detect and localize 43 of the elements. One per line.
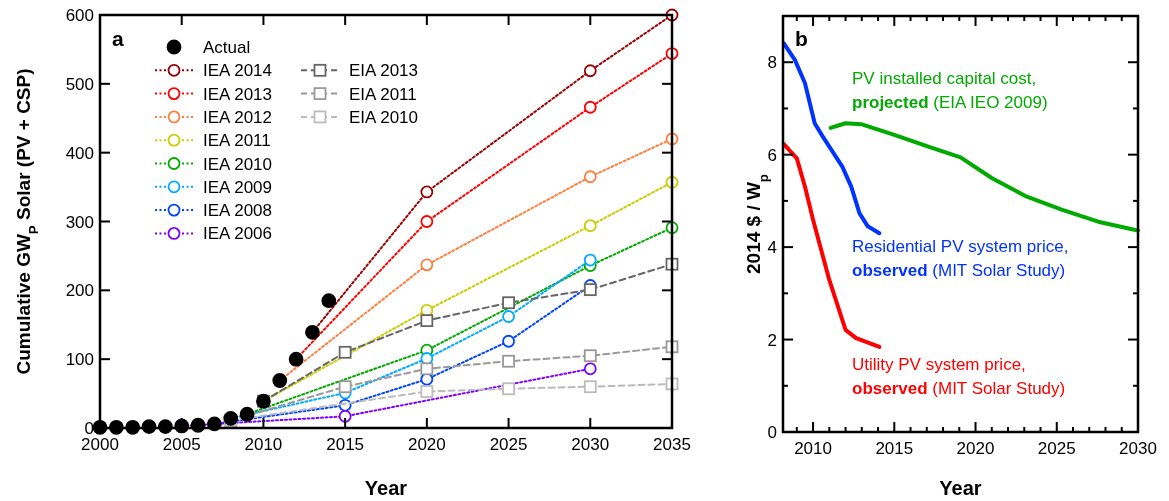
- legend-label: Actual: [203, 38, 251, 57]
- legend-label: IEA 2011: [203, 131, 271, 151]
- y-tick-label: 2: [767, 330, 777, 350]
- y-tick-label: 300: [65, 212, 94, 232]
- y-tick-label: 100: [65, 350, 94, 370]
- legend-label: EIA 2011: [349, 84, 417, 104]
- x-tick-label: 2020: [407, 435, 446, 454]
- y-tick-label: 500: [65, 74, 94, 94]
- legend-label: IEA 2006: [203, 224, 273, 244]
- x-tick-label: 2030: [571, 435, 610, 454]
- x-tick-label: 2015: [326, 435, 365, 454]
- y-tick-label: 200: [65, 281, 94, 301]
- y-tick-label: 8: [767, 53, 777, 73]
- x-axis-title: Year: [939, 477, 982, 499]
- x-tick-label: 2015: [875, 439, 914, 458]
- x-tick-label: 2000: [81, 435, 119, 454]
- x-tick-label: 2030: [1119, 439, 1157, 458]
- y-tick-label: 400: [65, 143, 94, 163]
- x-tick-label: 2005: [162, 435, 201, 454]
- legend-label: IEA 2010: [203, 154, 273, 174]
- annotation: b: [795, 27, 808, 50]
- x-tick-label: 2035: [653, 435, 691, 454]
- y-tick-label: 0: [767, 423, 777, 442]
- y-tick-label: 6: [767, 145, 777, 165]
- legend-label: IEA 2008: [203, 201, 273, 221]
- series-label: Utility PV system price, observed (MIT Solar Study): [852, 355, 1066, 398]
- legend-label: EIA 2010: [349, 107, 419, 127]
- x-tick-label: 2025: [1037, 439, 1076, 458]
- annotation: a: [112, 27, 124, 50]
- x-tick-label: 2020: [956, 439, 995, 458]
- y-tick-label: 0: [84, 419, 94, 438]
- x-axis-title: Year: [364, 477, 408, 499]
- legend-label: IEA 2014: [203, 61, 273, 81]
- legend-label: EIA 2013: [349, 61, 419, 81]
- x-tick-label: 2025: [489, 435, 528, 454]
- x-tick-label: 2010: [794, 439, 832, 458]
- x-tick-label: 2010: [244, 435, 283, 454]
- series-label: Residential PV system price, observed (MIT Solar Study): [852, 237, 1069, 280]
- series-label: PV installed capital cost, projected (EIA IEO 2009): [852, 69, 1048, 112]
- legend-label: IEA 2012: [203, 107, 273, 127]
- legend-label: IEA 2013: [203, 84, 273, 104]
- y-tick-label: 600: [65, 6, 94, 25]
- legend-label: IEA 2009: [203, 177, 273, 197]
